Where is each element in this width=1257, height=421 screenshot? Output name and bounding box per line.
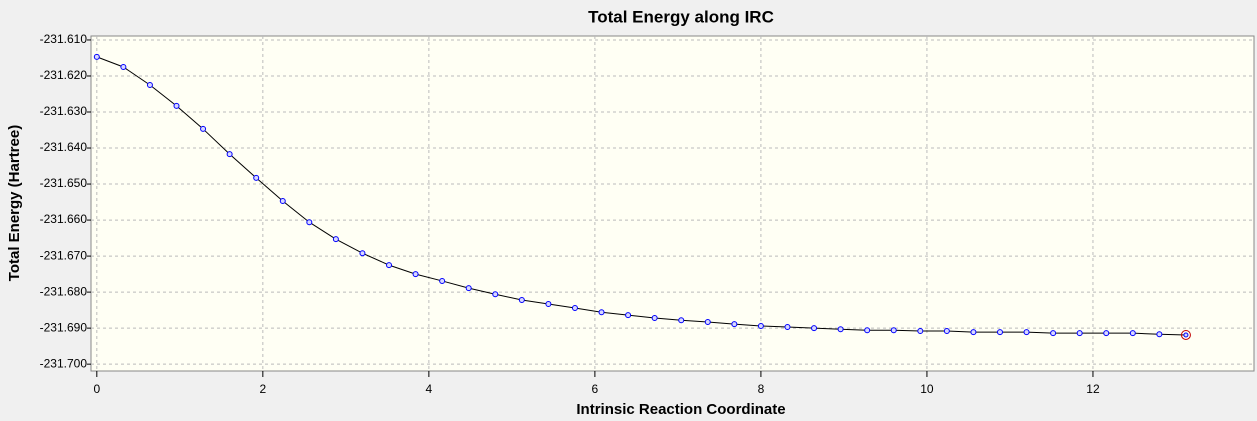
y-tick-label: -231.680 <box>40 284 88 298</box>
data-point <box>200 125 207 132</box>
data-point <box>917 328 924 335</box>
data-point <box>545 301 552 307</box>
y-tick-label: -231.650 <box>40 176 88 190</box>
y-tick-label: -231.640 <box>40 140 88 154</box>
series-line <box>96 56 1186 336</box>
data-point <box>625 312 632 319</box>
data-point <box>651 315 658 322</box>
data-point <box>1023 329 1030 336</box>
chart-title: Total Energy along IRC <box>588 7 774 26</box>
data-point <box>970 329 977 336</box>
data-point <box>306 219 313 226</box>
x-tick-label: 12 <box>1086 382 1100 396</box>
y-tick-label: -231.700 <box>40 356 88 370</box>
x-tick-label: 2 <box>259 382 266 396</box>
x-tick-label: 0 <box>93 382 100 396</box>
data-point <box>943 328 950 335</box>
data-point <box>146 81 153 88</box>
data-point <box>518 297 525 304</box>
y-tick-label: -231.610 <box>40 32 88 46</box>
data-point <box>757 322 764 329</box>
data-point <box>253 174 260 181</box>
data-point <box>120 63 127 70</box>
y-tick-label: -231.670 <box>40 248 88 262</box>
data-point <box>598 309 605 316</box>
data-point <box>93 53 100 60</box>
y-tick-label: -231.630 <box>40 104 88 118</box>
data-point <box>811 325 818 332</box>
data-point <box>1156 331 1163 338</box>
data-point <box>173 102 180 109</box>
plot-area <box>90 35 1255 372</box>
data-point <box>439 277 446 284</box>
y-tick-label: -231.690 <box>40 320 88 334</box>
x-tick-label: 6 <box>592 382 599 396</box>
data-point <box>996 329 1003 336</box>
data-point <box>412 271 419 278</box>
data-point <box>332 236 339 243</box>
data-point <box>226 151 233 158</box>
data-point <box>784 324 791 331</box>
data-point <box>1076 330 1083 337</box>
data-point <box>492 291 499 298</box>
x-tick-label: 10 <box>920 382 934 396</box>
data-point <box>386 262 393 269</box>
data-point <box>890 327 897 334</box>
x-tick-label: 4 <box>426 382 433 396</box>
data-point <box>837 326 844 333</box>
data-point <box>678 317 685 324</box>
data-point <box>731 321 738 328</box>
selected-point <box>1180 329 1191 340</box>
data-point <box>864 327 871 334</box>
data-point <box>279 197 286 204</box>
data-point <box>1129 330 1136 337</box>
data-point <box>359 250 366 257</box>
data-point <box>571 304 578 311</box>
data-point <box>704 319 711 326</box>
data-point <box>1183 332 1189 338</box>
y-tick-label: -231.660 <box>40 212 88 226</box>
data-point <box>465 285 472 292</box>
y-tick-label: -231.620 <box>40 68 88 82</box>
data-point <box>1050 330 1057 337</box>
y-axis-label: Total Energy (Hartree) <box>6 125 23 281</box>
x-axis-label: Intrinsic Reaction Coordinate <box>576 401 785 418</box>
data-point <box>1103 330 1110 337</box>
x-tick-label: 8 <box>758 382 765 396</box>
